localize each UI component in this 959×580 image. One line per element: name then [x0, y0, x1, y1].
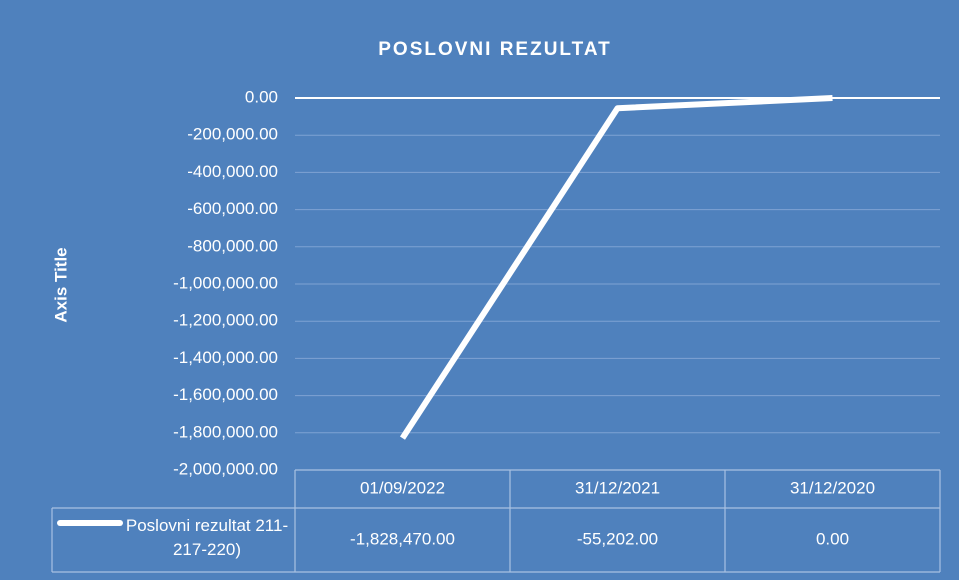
y-tick-label: -600,000.00	[187, 199, 278, 218]
y-tick-label: -1,600,000.00	[173, 385, 278, 404]
legend-label: Poslovni rezultat 211-217-220)	[125, 516, 289, 559]
legend-label-box: Poslovni rezultat 211-217-220)	[125, 516, 289, 559]
y-tick-label: -1,200,000.00	[173, 311, 278, 330]
x-tick-label: 01/09/2022	[360, 478, 445, 497]
data-table-value: -1,828,470.00	[350, 529, 455, 548]
data-line	[399, 95, 833, 440]
data-table	[51, 469, 941, 573]
y-tick-label: -400,000.00	[187, 162, 278, 181]
data-table-value: -55,202.00	[577, 529, 658, 548]
y-tick-label: -1,400,000.00	[173, 348, 278, 367]
chart-title: POSLOVNI REZULTAT	[378, 39, 612, 60]
grid-lines	[295, 97, 940, 471]
y-tick-label: -2,000,000.00	[173, 459, 278, 478]
y-tick-label: -200,000.00	[187, 125, 278, 144]
y-tick-label: -1,800,000.00	[173, 422, 278, 441]
y-tick-label: -800,000.00	[187, 236, 278, 255]
data-table-value: 0.00	[816, 529, 849, 548]
y-tick-label: 0.00	[245, 87, 278, 106]
x-tick-label: 31/12/2020	[790, 478, 875, 497]
y-tick-label: -1,000,000.00	[173, 273, 278, 292]
y-axis-title: Axis Title	[51, 247, 70, 322]
x-tick-label: 31/12/2021	[575, 478, 660, 497]
